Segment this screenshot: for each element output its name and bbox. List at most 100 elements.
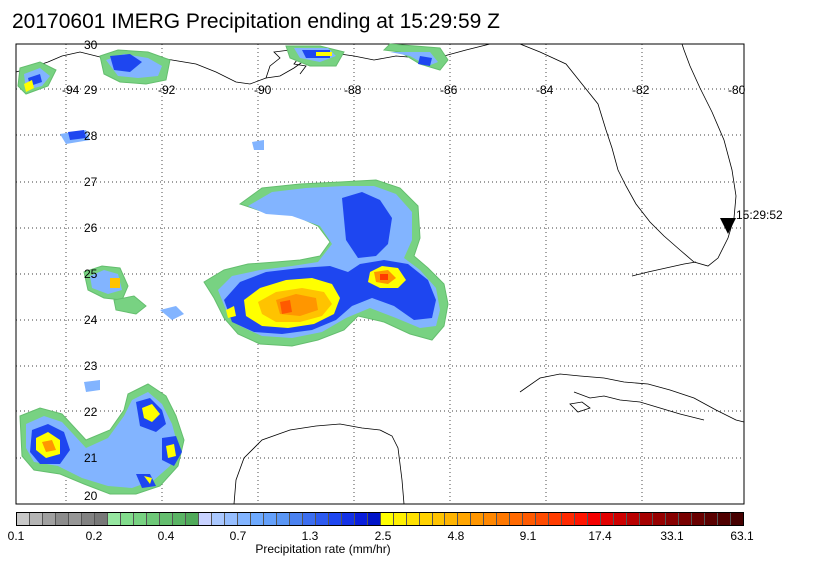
map-title: 20170601 IMERG Precipitation ending at 1… [12, 10, 500, 33]
lat-label-24: 24 [84, 313, 98, 327]
lon-label-94: -94 [62, 83, 80, 97]
precip-intense [24, 52, 406, 484]
colorbar-swatch [263, 513, 277, 525]
colorbar-tick: 0.4 [157, 529, 175, 543]
colorbar-swatch [406, 513, 420, 525]
colorbar-swatch [42, 513, 56, 525]
lat-label-25: 25 [84, 267, 98, 281]
colorbar-swatch [146, 513, 160, 525]
yucatan-coast [233, 423, 405, 505]
colorbar-swatch [185, 513, 199, 525]
colorbar-swatch [133, 513, 147, 525]
colorbar-swatch [653, 513, 667, 525]
colorbar-swatch [289, 513, 303, 525]
colorbar-swatch [94, 513, 108, 525]
colorbar-swatch [250, 513, 264, 525]
colorbar-swatch [536, 513, 550, 525]
colorbar-swatch [523, 513, 537, 525]
colorbar-tick: 33.1 [660, 529, 684, 543]
colorbar-tick: 17.4 [588, 529, 612, 543]
colorbar-swatch [328, 513, 342, 525]
colorbar [16, 512, 744, 526]
colorbar-tick: 2.5 [374, 529, 392, 543]
lat-label-26: 26 [84, 221, 98, 235]
colorbar-swatch [81, 513, 95, 525]
colorbar-swatch [120, 513, 134, 525]
longitude-labels: -94 -92 -90 -88 -86 -84 -82 -80 [62, 83, 746, 97]
colorbar-swatch [666, 513, 680, 525]
colorbar-swatch [471, 513, 485, 525]
colorbar-swatch [172, 513, 186, 525]
lon-label-90: -90 [254, 83, 272, 97]
colorbar-swatch [55, 513, 69, 525]
gulf-coast-north [15, 43, 491, 85]
colorbar-swatch [718, 513, 732, 525]
colorbar-swatch [731, 513, 744, 525]
colorbar-swatch [315, 513, 329, 525]
colorbar-tick: 9.1 [519, 529, 537, 543]
lat-label-30: 30 [84, 38, 98, 52]
colorbar-swatch [588, 513, 602, 525]
colorbar-swatch [705, 513, 719, 525]
lat-label-22: 22 [84, 405, 98, 419]
colorbar-swatch [458, 513, 472, 525]
lat-label-28: 28 [84, 129, 98, 143]
colorbar-swatch [510, 513, 524, 525]
colorbar-swatch [198, 513, 212, 525]
colorbar-swatch [68, 513, 82, 525]
colorbar-swatch [107, 513, 121, 525]
colorbar-swatch [692, 513, 706, 525]
latitude-labels: 30 29 28 27 26 25 24 23 22 21 20 [84, 38, 98, 503]
colorbar-swatch [159, 513, 173, 525]
lat-label-23: 23 [84, 359, 98, 373]
lon-label-88: -88 [344, 83, 362, 97]
lon-label-84: -84 [536, 83, 554, 97]
colorbar-swatch [393, 513, 407, 525]
track-marker-time: 15:29:52 [736, 208, 783, 222]
lat-label-21: 21 [84, 451, 98, 465]
colorbar-swatch [640, 513, 654, 525]
colorbar-swatch [432, 513, 446, 525]
colorbar-swatch [341, 513, 355, 525]
colorbar-swatch [627, 513, 641, 525]
colorbar-swatch [211, 513, 225, 525]
colorbar-units-label: Precipitation rate (mm/hr) [255, 542, 391, 556]
lon-label-80: -80 [728, 83, 746, 97]
colorbar-tick: 0.7 [229, 529, 247, 543]
lat-label-27: 27 [84, 175, 98, 189]
colorbar-swatch [29, 513, 43, 525]
isla-juventud [569, 401, 591, 413]
colorbar-swatch [445, 513, 459, 525]
colorbar-tick: 63.1 [730, 529, 754, 543]
colorbar-tick: 4.8 [447, 529, 465, 543]
colorbar-swatch [419, 513, 433, 525]
colorbar-swatch [367, 513, 381, 525]
colorbar-swatch [17, 513, 30, 525]
colorbar-swatch [575, 513, 589, 525]
colorbar-swatch [601, 513, 615, 525]
colorbar-tick: 1.3 [301, 529, 319, 543]
colorbar-swatch [354, 513, 368, 525]
colorbar-swatch [549, 513, 563, 525]
colorbar-swatch [562, 513, 576, 525]
cuba-coast [519, 373, 745, 423]
colorbar-swatch [302, 513, 316, 525]
colorbar-swatch [276, 513, 290, 525]
colorbar-swatch [614, 513, 628, 525]
colorbar-swatch [237, 513, 251, 525]
lon-label-82: -82 [632, 83, 650, 97]
lon-label-92: -92 [158, 83, 176, 97]
cuba-south [573, 391, 705, 421]
lat-label-20: 20 [84, 489, 98, 503]
colorbar-swatch [497, 513, 511, 525]
lon-label-86: -86 [440, 83, 458, 97]
colorbar-swatch [224, 513, 238, 525]
colorbar-tick: 0.1 [7, 529, 25, 543]
colorbar-swatch [679, 513, 693, 525]
lat-label-29: 29 [84, 83, 98, 97]
colorbar-swatch [380, 513, 394, 525]
colorbar-swatch [484, 513, 498, 525]
colorbar-tick: 0.2 [85, 529, 103, 543]
florida-keys [631, 261, 697, 277]
